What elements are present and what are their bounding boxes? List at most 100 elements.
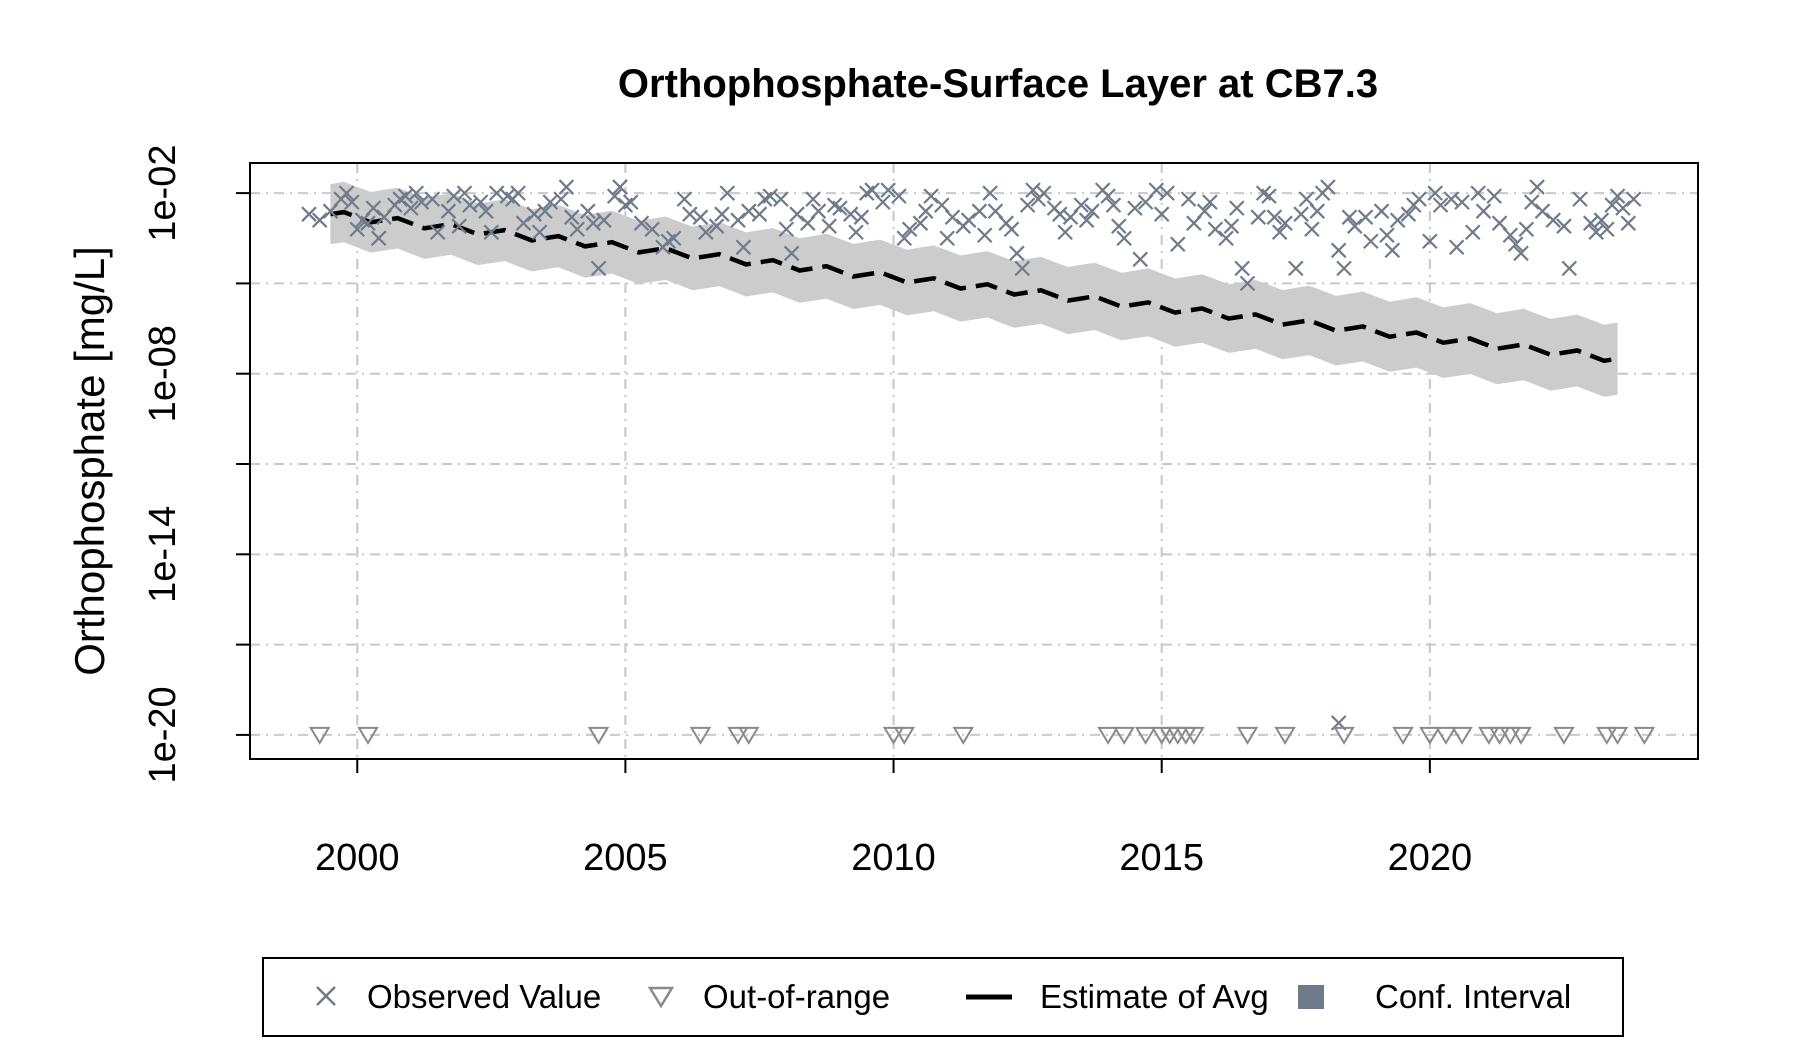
observed-point (360, 215, 376, 231)
observed-point (510, 185, 526, 201)
observed-point (773, 191, 789, 207)
observed-point (821, 218, 837, 234)
observed-point (896, 230, 913, 247)
observed-point (413, 194, 430, 210)
observed-point (1346, 218, 1363, 234)
grid-lines (250, 163, 1698, 759)
observed-point (1486, 188, 1502, 204)
out-of-range-point (893, 726, 916, 745)
out-of-range-point (1113, 726, 1135, 745)
observed-point (1073, 197, 1090, 213)
x-tick-label: 2000 (315, 837, 400, 879)
y-axis: 1e-02 1e-08 1e-14 1e-20 (142, 144, 250, 784)
observed-point (1277, 215, 1293, 231)
out-of-range-point (1596, 726, 1618, 745)
observed-point (751, 206, 768, 222)
observed-point (778, 221, 795, 238)
observed-point (1379, 227, 1395, 244)
observed-point (456, 185, 473, 201)
observed-point (875, 194, 891, 210)
observed-point (939, 230, 955, 247)
observed-point (311, 212, 328, 228)
observed-point (1593, 212, 1610, 228)
observed-point (1625, 191, 1642, 207)
out-of-range-point (357, 726, 379, 745)
observed-point (1330, 242, 1347, 259)
observed-point (1518, 221, 1535, 238)
observed-point (1052, 206, 1068, 222)
out-of-range-point (1183, 726, 1205, 745)
observed-point (832, 200, 848, 216)
observed-point (1427, 185, 1443, 201)
plot-frame (249, 162, 1699, 760)
observed-point (1599, 221, 1615, 238)
observed-point (1556, 218, 1572, 234)
out-of-range-point (1134, 726, 1157, 745)
observed-point (338, 185, 355, 201)
out-of-range-point (1553, 726, 1575, 745)
y-tick-label: 1e-02 (142, 144, 184, 241)
chart-title: Orthophosphate-Surface Layer at CB7.3 (618, 62, 1378, 106)
observed-point (408, 185, 425, 201)
observed-point (1507, 236, 1524, 253)
observed-point (606, 188, 623, 204)
out-of-range-point (1633, 726, 1656, 745)
observed-point (676, 191, 693, 207)
observed-point (665, 230, 682, 247)
observed-point (622, 194, 639, 210)
observed-point (1153, 206, 1170, 222)
observed-point (1523, 194, 1540, 210)
observed-point (370, 230, 387, 247)
observed-point (681, 206, 698, 222)
observed-point (1304, 221, 1320, 238)
y-tick-label: 1e-08 (142, 325, 184, 422)
observed-point (1019, 197, 1036, 213)
observed-point (917, 203, 934, 219)
observed-point (1411, 191, 1427, 207)
observed-point (1229, 200, 1245, 216)
observed-point (1320, 179, 1336, 195)
observed-point (633, 215, 650, 231)
observed-point (960, 212, 977, 228)
observed-point (365, 200, 382, 216)
observed-point (730, 212, 746, 228)
observed-point (1448, 239, 1465, 256)
observed-point (1400, 206, 1417, 222)
observed-point (1502, 227, 1519, 244)
observed-point (403, 200, 419, 216)
x-tick-label: 2015 (1119, 837, 1204, 879)
observed-point (644, 221, 661, 238)
observed-point (451, 218, 467, 234)
observed-point (1250, 209, 1267, 225)
out-of-range-point (882, 726, 905, 745)
y-axis-title: Orthophosphate [mg/L] (66, 246, 113, 676)
observed-point (612, 179, 628, 195)
observed-point (1609, 188, 1626, 204)
observed-point (1464, 224, 1481, 241)
observed-point (848, 224, 864, 241)
out-of-range-point (1451, 726, 1473, 745)
observed-point (1003, 221, 1020, 238)
observed-point (1207, 221, 1224, 238)
observed-point (1363, 233, 1379, 250)
out-of-range-point (308, 726, 331, 745)
legend-ci-label: Conf. Interval (1375, 978, 1571, 1015)
observed-point (1057, 224, 1073, 241)
observed-point (344, 194, 360, 210)
observed-point (440, 203, 457, 219)
observed-point (526, 206, 543, 222)
observed-point (1373, 203, 1390, 219)
observed-point (982, 185, 998, 201)
observed-point (1341, 209, 1358, 225)
observed-point (472, 194, 489, 210)
observed-point (1111, 218, 1127, 234)
legend-observed-icon (316, 986, 336, 1006)
legend-observed-label: Observed Value (367, 978, 601, 1015)
observed-point (1475, 203, 1492, 219)
observed-point (1513, 245, 1529, 262)
observed-point (735, 239, 752, 256)
observed-point (1100, 188, 1116, 204)
observed-point (585, 215, 602, 231)
observed-point (537, 203, 553, 219)
observed-point (1148, 182, 1165, 198)
